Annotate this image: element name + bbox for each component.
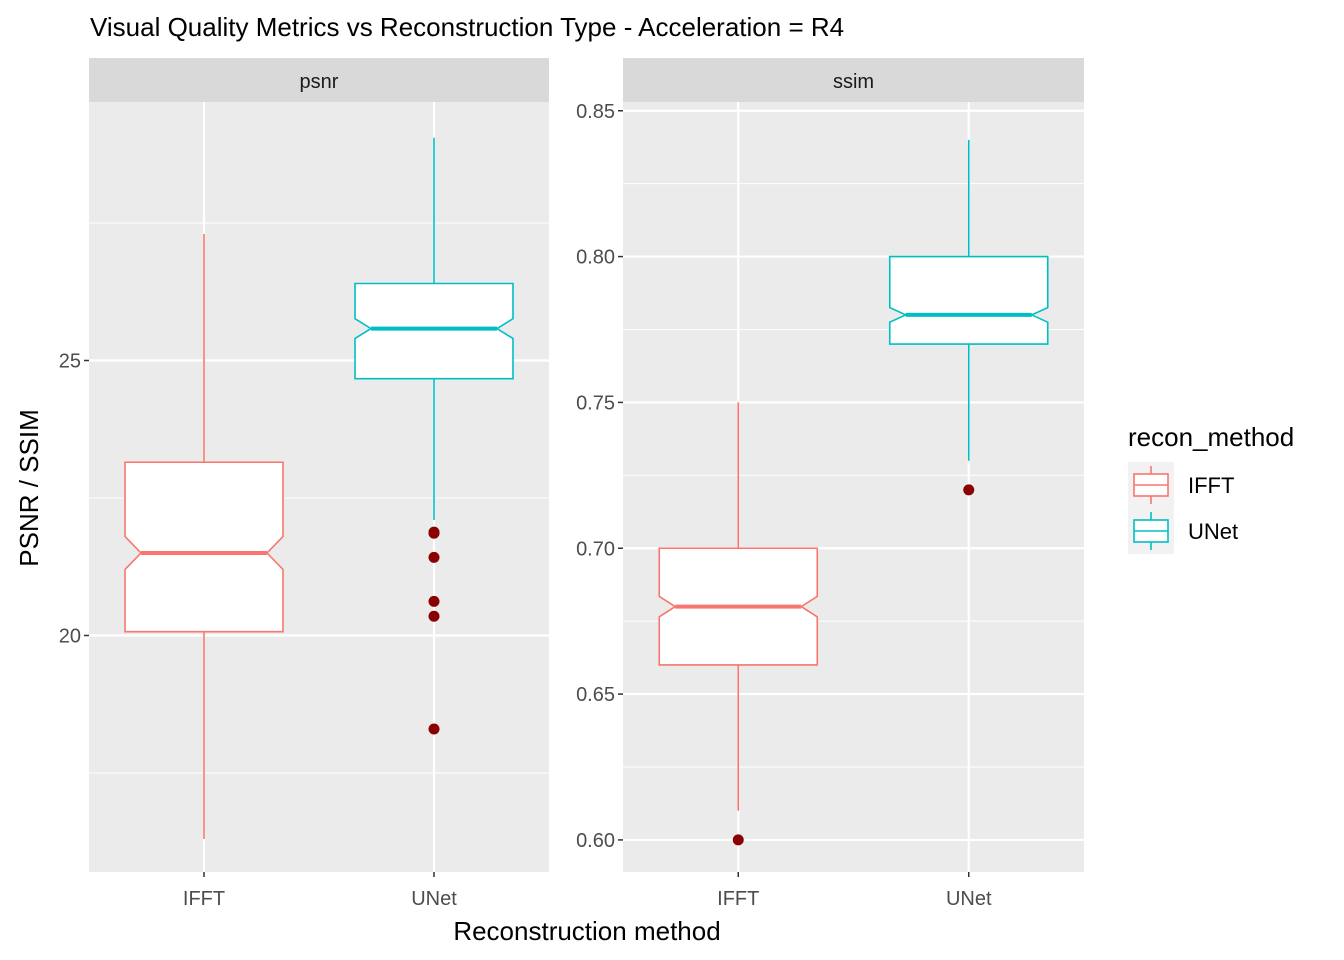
panel-background xyxy=(623,102,1084,872)
y-axis-title: PSNR / SSIM xyxy=(14,409,44,566)
outlier-point xyxy=(428,551,440,563)
legend-label-unet: UNet xyxy=(1188,519,1238,544)
facet-panel-psnr: psnr 20 25 IFFT UNet xyxy=(59,58,549,910)
legend: recon_method IFFT UNet xyxy=(1128,422,1294,554)
y-tick-label: 0.60 xyxy=(576,830,615,852)
x-tick-label: IFFT xyxy=(183,888,225,910)
strip-ssim xyxy=(623,58,1084,102)
box-ssim-ifft xyxy=(658,402,819,846)
facet-panel-ssim: ssim 0.60 0.65 0.70 0.75 0.80 0.85 IFFT UNet xyxy=(576,58,1084,910)
box-body xyxy=(888,255,1049,345)
y-tick-label: 0.85 xyxy=(576,101,615,123)
box-ssim-unet xyxy=(888,139,1049,496)
outlier-point xyxy=(428,527,440,539)
y-tick-label: 0.80 xyxy=(576,247,615,269)
x-tick-label: UNet xyxy=(411,888,457,910)
box-body xyxy=(354,282,514,380)
outlier-point xyxy=(428,595,440,607)
y-tick-label: 0.75 xyxy=(576,392,615,414)
strip-label-ssim: ssim xyxy=(833,71,874,93)
y-tick-label: 0.65 xyxy=(576,684,615,706)
x-tick-label: IFFT xyxy=(717,888,759,910)
x-tick-label: UNet xyxy=(946,888,992,910)
legend-title: recon_method xyxy=(1128,422,1294,452)
outlier-point xyxy=(732,834,744,846)
chart-title: Visual Quality Metrics vs Reconstruction… xyxy=(90,12,844,42)
outlier-point xyxy=(963,484,975,496)
x-axis-title: Reconstruction method xyxy=(453,916,720,946)
y-tick-label: 20 xyxy=(59,626,81,648)
facet-panels: psnr 20 25 IFFT UNet ssim 0.60 0.65 0.70 0.75 0.80… xyxy=(59,58,1084,910)
box-psnr-unet xyxy=(354,137,514,735)
legend-key-ifft xyxy=(1128,462,1174,508)
legend-key-unet xyxy=(1128,508,1174,554)
legend-label-ifft: IFFT xyxy=(1188,473,1234,498)
box-body xyxy=(124,461,284,633)
y-tick-label: 25 xyxy=(59,351,81,373)
box-psnr-ifft xyxy=(124,234,284,839)
outlier-point xyxy=(428,610,440,622)
y-tick-label: 0.70 xyxy=(576,538,615,560)
outlier-point xyxy=(428,723,440,735)
strip-psnr xyxy=(89,58,549,102)
strip-label-psnr: psnr xyxy=(300,71,339,93)
